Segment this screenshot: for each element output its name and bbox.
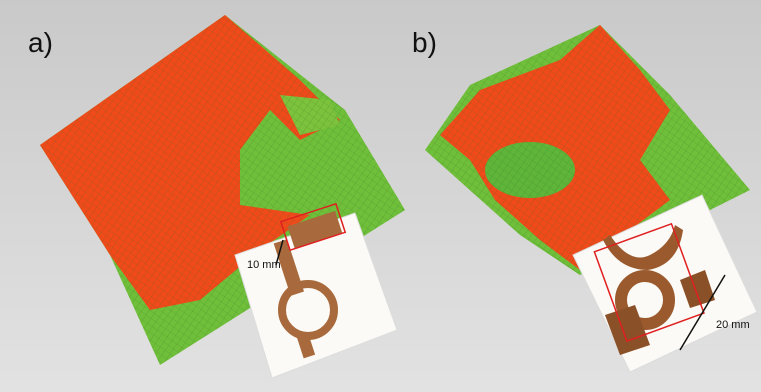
panel-label: a) (28, 27, 53, 58)
scale-label: 20 mm (716, 319, 750, 331)
panel-label: b) (412, 27, 437, 58)
scale-label: 10 mm (247, 259, 281, 271)
figure: 10 mm 20 mm a) b) (0, 0, 761, 392)
